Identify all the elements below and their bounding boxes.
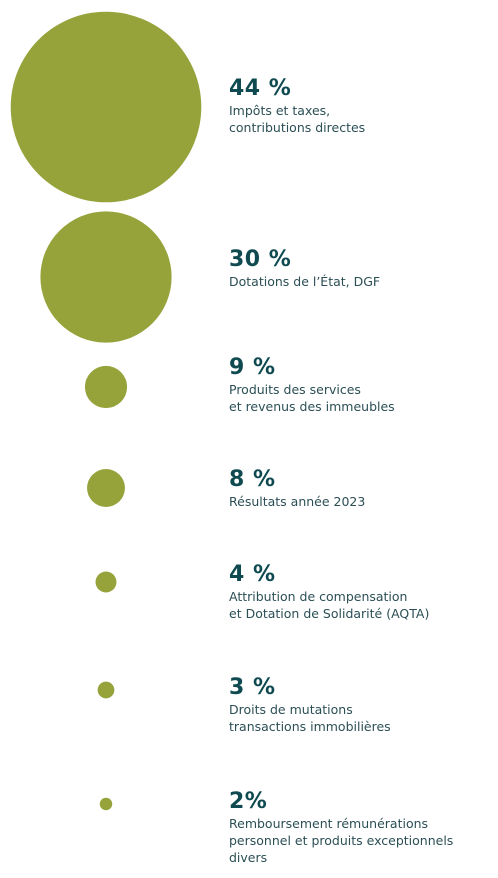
bubble [95, 571, 117, 593]
value-label: 3 % [229, 675, 276, 700]
item-text: 30 % Dotations de l’État, DGF [229, 247, 497, 290]
value-label: 30 % [229, 247, 292, 272]
item-text: 8 % Résultats année 2023 [229, 467, 497, 510]
category-label: Résultats année 2023 [229, 494, 366, 509]
value-label: 9 % [229, 355, 276, 380]
bubble [10, 11, 202, 203]
category-label: Impôts et taxes, contributions directes [229, 103, 366, 135]
bubble [87, 469, 125, 507]
item-text: 4 % Attribution de compensation et Dotati… [229, 562, 497, 622]
bubble [84, 365, 128, 409]
item-text: 44 % Impôts et taxes, contributions direc… [229, 76, 497, 136]
bubble [97, 681, 115, 699]
category-label: Produits des services et revenus des imm… [229, 382, 395, 414]
value-label: 4 % [229, 562, 276, 587]
item-text: 2% Remboursement rémunérations personnel … [229, 789, 497, 866]
category-label: Dotations de l’État, DGF [229, 274, 381, 289]
value-label: 44 % [229, 76, 292, 101]
category-label: Attribution de compensation et Dotation … [229, 589, 430, 621]
category-label: Droits de mutations transactions immobil… [229, 702, 391, 734]
item-text: 3 % Droits de mutations transactions immo… [229, 675, 497, 735]
item-text: 9 % Produits des services et revenus des … [229, 355, 497, 415]
category-label: Remboursement rémunérations personnel et… [229, 816, 454, 865]
value-label: 8 % [229, 467, 276, 492]
bubble [99, 797, 113, 811]
value-label: 2% [229, 789, 268, 814]
bubble [40, 211, 172, 343]
